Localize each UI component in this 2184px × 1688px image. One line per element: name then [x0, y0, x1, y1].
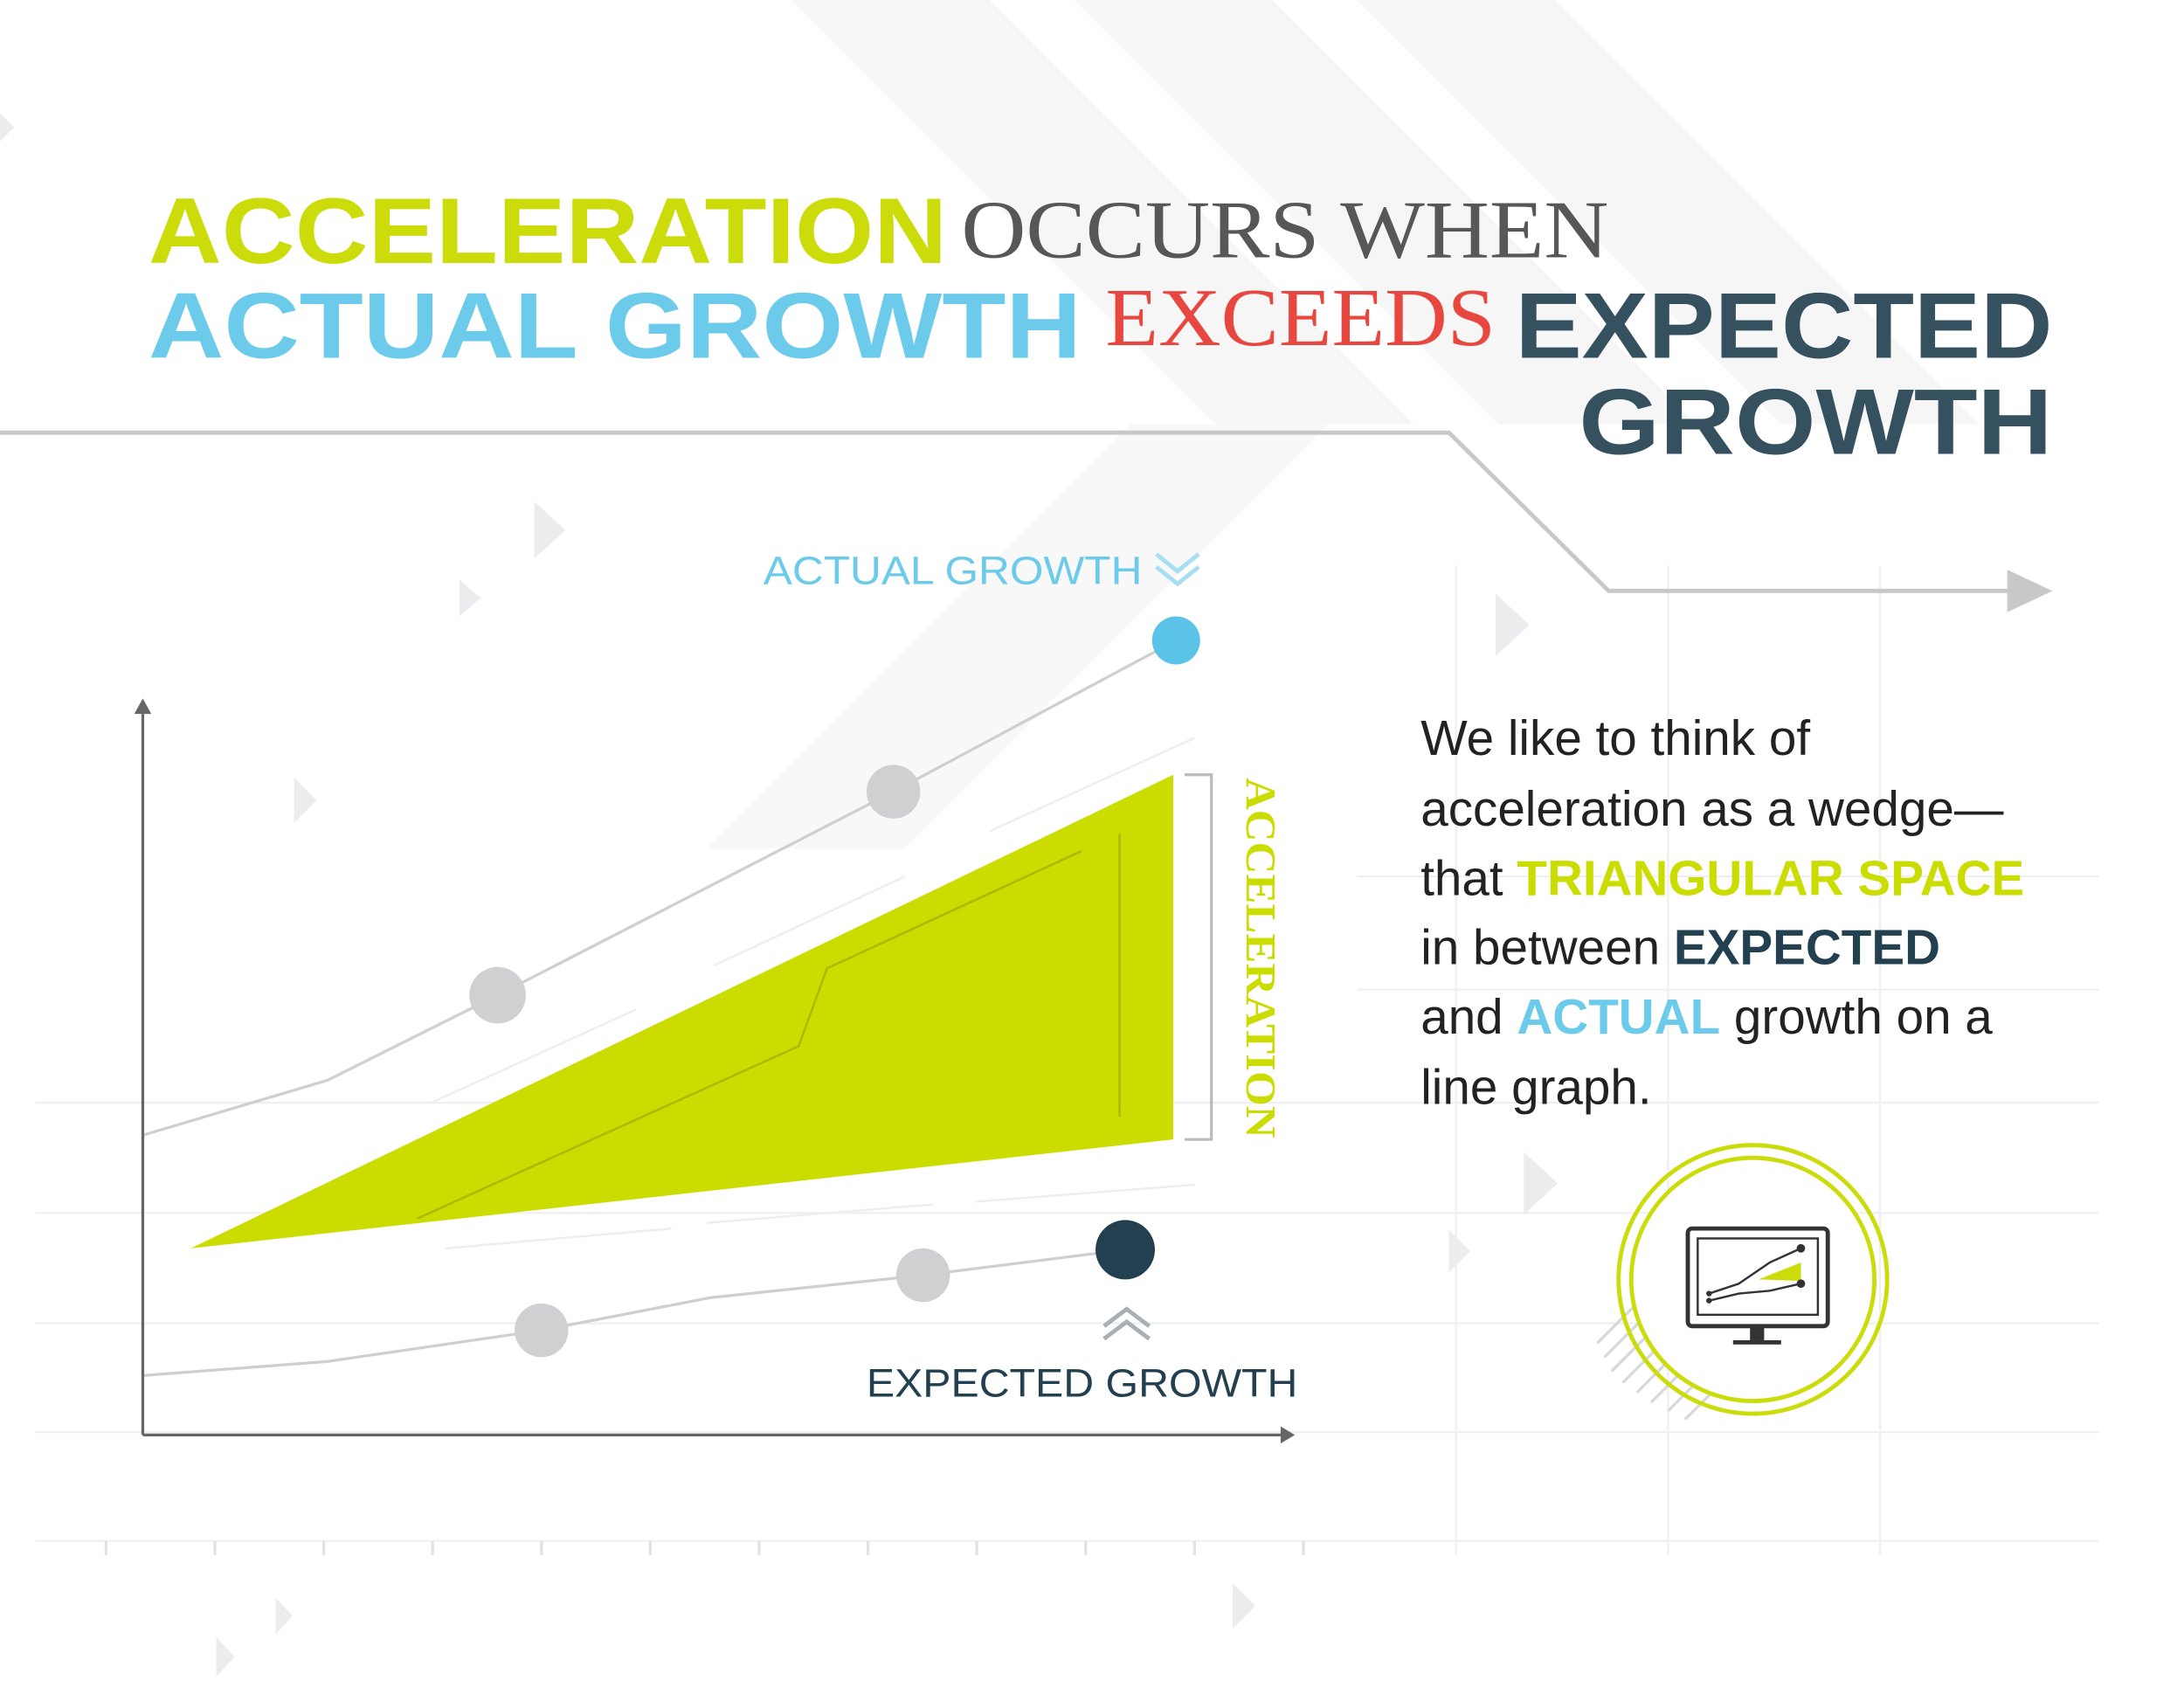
expected-endpoint: [1095, 1220, 1156, 1280]
actual-point: [469, 966, 526, 1024]
actual-endpoint: [1151, 616, 1200, 665]
wedge-label: ACCELERATION: [1237, 778, 1283, 1138]
expected-point: [895, 1248, 950, 1303]
title-actual: ACTUAL GROWTH: [149, 273, 1082, 377]
text: We like to think of: [1420, 711, 1810, 766]
description-line: that TRIANGULAR SPACE: [1420, 851, 2024, 906]
text: growth on a: [1720, 990, 1993, 1045]
description-line: in between EXPECTED: [1420, 921, 1940, 976]
title-verb: EXCEEDS: [1105, 273, 1496, 363]
description-line: and ACTUAL growth on a: [1420, 990, 1993, 1045]
title-rest: OCCURS WHEN: [961, 184, 1608, 275]
diagram: ACCELERATION ACTUAL GROWTH EXPECTED GROW…: [134, 548, 1298, 1444]
acceleration-wedge: [190, 774, 1174, 1249]
text: acceleration as a wedge—: [1420, 782, 2004, 837]
title-expected: EXPECTED: [1516, 273, 2053, 377]
divider-arrowhead: [2007, 570, 2053, 612]
title-expected-end: GROWTH: [1579, 369, 2052, 474]
expected-point: [515, 1303, 569, 1358]
highlight: ACTUAL: [1517, 990, 1720, 1045]
description-line: We like to think of: [1420, 711, 1810, 766]
expected-line: [142, 1248, 1126, 1378]
description-line: line graph.: [1420, 1061, 1651, 1116]
text: in between: [1420, 921, 1674, 976]
text: and: [1420, 990, 1517, 1045]
bracket: [1184, 773, 1213, 1141]
highlight: EXPECTED: [1674, 921, 1940, 976]
description-line: acceleration as a wedge—: [1420, 782, 2004, 837]
description: We like to think of acceleration as a we…: [1420, 711, 2024, 1116]
divider-arrow: [0, 430, 2010, 593]
actual-point: [866, 764, 921, 819]
title-accent: ACCELERATION: [149, 178, 947, 283]
text: line graph.: [1420, 1061, 1651, 1116]
expected-label: EXPECTED GROWTH: [867, 1361, 1298, 1406]
monitor-icon: [1596, 1143, 1890, 1421]
highlight: TRIANGULAR SPACE: [1517, 851, 2024, 906]
actual-label: ACTUAL GROWTH: [764, 548, 1143, 592]
text: that: [1420, 851, 1517, 906]
